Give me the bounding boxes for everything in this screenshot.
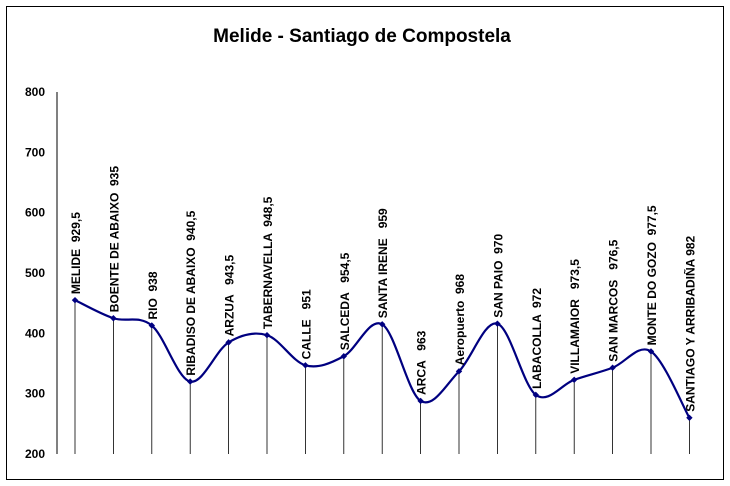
point-label: CALLE 951 bbox=[299, 289, 313, 359]
point-label: Aeropuerto 968 bbox=[453, 274, 467, 366]
data-point bbox=[302, 362, 309, 369]
y-tick-label: 600 bbox=[25, 206, 45, 220]
data-point bbox=[225, 339, 232, 346]
data-point bbox=[71, 296, 79, 304]
point-label: ARCA 963 bbox=[415, 330, 429, 395]
y-tick-label: 500 bbox=[25, 266, 45, 280]
point-label: SAN PAIO 970 bbox=[491, 234, 505, 318]
y-tick-label: 300 bbox=[25, 387, 45, 401]
data-point bbox=[532, 391, 539, 399]
data-point bbox=[494, 320, 501, 327]
point-label: ARZUA 943,5 bbox=[223, 254, 237, 336]
y-tick-label: 800 bbox=[25, 85, 45, 99]
data-point bbox=[187, 378, 194, 385]
y-tick-label: 400 bbox=[25, 326, 45, 340]
point-label: LABACOLLA 972 bbox=[530, 288, 544, 389]
data-point bbox=[263, 331, 271, 339]
point-labels: MELIDE 929,5 BOENTE DE ABAIXO 935 RIO 938 R… bbox=[69, 166, 697, 412]
data-point bbox=[455, 368, 463, 375]
point-label: SANTA IRENE 959 bbox=[376, 208, 390, 318]
point-label: RIO 938 bbox=[146, 271, 160, 319]
chart-title: Melide - Santiago de Compostela bbox=[213, 26, 511, 47]
data-point bbox=[609, 364, 616, 371]
point-label: MELIDE 929,5 bbox=[69, 212, 83, 294]
point-label: SALCEDA 954,5 bbox=[338, 252, 352, 350]
chart-frame bbox=[6, 6, 724, 480]
point-label: RIBADISO DE ABAIXO 940,5 bbox=[184, 210, 198, 375]
data-point bbox=[110, 315, 117, 322]
data-point bbox=[417, 397, 424, 405]
point-label: BOENTE DE ABAIXO 935 bbox=[107, 166, 121, 313]
point-label: SANTIAGO Y ARRIBADIÑA 982 bbox=[682, 235, 697, 411]
data-point bbox=[686, 414, 693, 421]
y-tick-labels: 800 700 600 500 400 300 200 bbox=[25, 85, 45, 461]
series-line bbox=[74, 299, 691, 419]
data-point bbox=[148, 322, 155, 329]
y-tick-label: 200 bbox=[25, 447, 45, 461]
point-label: VILLAMAIOR 973,5 bbox=[568, 259, 582, 374]
y-tick-label: 700 bbox=[25, 145, 45, 159]
data-point bbox=[340, 353, 347, 360]
data-point bbox=[379, 321, 386, 328]
point-label: TABERNAVELLA 948,5 bbox=[261, 196, 275, 329]
point-label: MONTE DO GOZO 977,5 bbox=[645, 205, 659, 345]
data-point bbox=[647, 348, 655, 355]
data-points bbox=[71, 296, 693, 421]
data-point bbox=[571, 376, 578, 383]
point-label: SAN MARCOS 976,5 bbox=[607, 239, 621, 361]
drop-lines bbox=[74, 300, 690, 454]
